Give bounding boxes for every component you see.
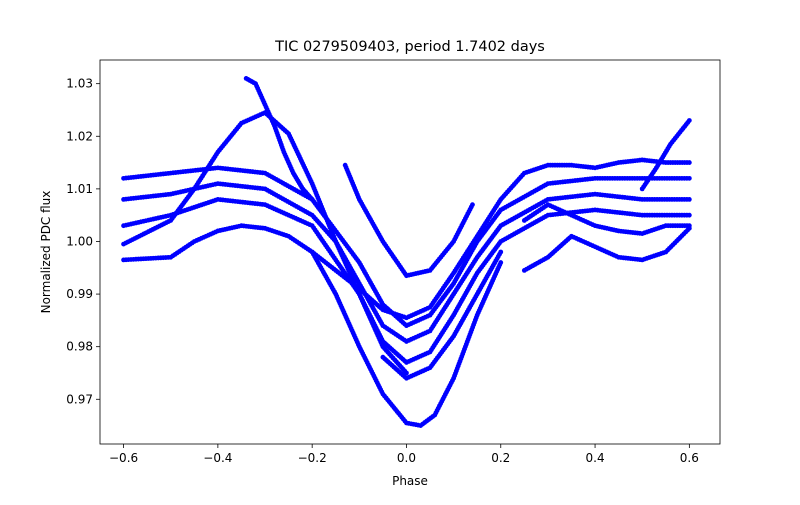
x-tick-label: −0.2 <box>298 451 327 465</box>
x-tick-label: −0.6 <box>109 451 138 465</box>
x-tick-label: 0.2 <box>491 451 510 465</box>
data-point <box>309 197 315 202</box>
data-point <box>686 223 692 229</box>
chart-title: TIC 0279509403, period 1.7402 days <box>274 39 545 55</box>
plot-frame <box>99 59 721 445</box>
data-point <box>686 197 692 202</box>
x-tick-label: 0.0 <box>397 451 416 465</box>
x-axis-label: Phase <box>392 474 428 488</box>
data-points <box>121 76 692 428</box>
data-point <box>498 260 504 265</box>
x-axis-ticks: −0.6 −0.4 −0.2 0.0 0.2 0.4 0.6 <box>109 444 699 465</box>
data-point <box>498 249 504 255</box>
y-tick-label: 0.97 <box>66 392 93 406</box>
y-axis-label: Normalized PDC flux <box>39 191 53 314</box>
y-axis-ticks: 0.97 0.98 0.99 1.00 1.01 1.02 1.03 <box>66 77 100 406</box>
y-tick-label: 1.02 <box>66 129 93 143</box>
data-point <box>404 370 409 376</box>
x-tick-label: −0.4 <box>203 451 232 465</box>
data-point <box>686 160 692 165</box>
y-tick-label: 0.98 <box>66 340 93 354</box>
data-point <box>686 175 692 181</box>
y-tick-label: 1.00 <box>66 234 93 248</box>
data-point <box>470 202 475 208</box>
y-tick-label: 1.03 <box>66 77 93 91</box>
data-point <box>686 212 692 218</box>
y-tick-label: 1.01 <box>66 182 93 196</box>
y-tick-label: 0.99 <box>66 287 93 301</box>
x-tick-label: 0.6 <box>680 451 699 465</box>
data-point <box>686 118 692 123</box>
x-tick-label: 0.4 <box>586 451 605 465</box>
